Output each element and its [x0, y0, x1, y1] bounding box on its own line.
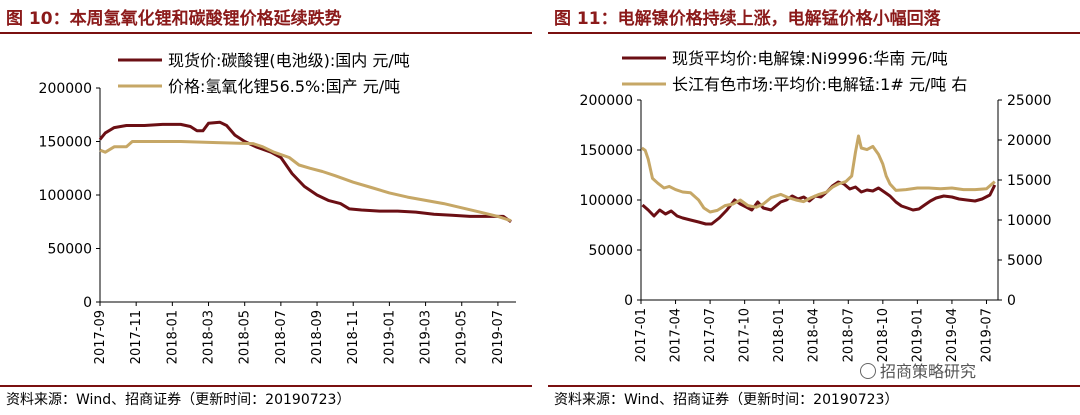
y-right-tick-label: 5000 [1007, 253, 1043, 269]
y-tick-label: 100000 [39, 188, 92, 204]
series-line-2 [99, 140, 512, 223]
title-divider [0, 32, 532, 34]
x-tick-label: 2019-01 [382, 310, 397, 364]
x-tick-label: 2018-11 [346, 310, 361, 364]
chart-title: 图 11：电解镍价格持续上涨，电解锰价格小幅回落 [554, 9, 941, 29]
x-tick-label: 2018-03 [202, 310, 217, 364]
x-tick-label: 2018-04 [807, 308, 822, 362]
source-divider [0, 385, 532, 387]
source-note: 资料来源：Wind、招商证券（更新时间：20190723） [554, 392, 899, 408]
y-right-tick-label: 10000 [1007, 213, 1052, 229]
legend-label: 现货平均价:电解镍:Ni9996:华南 元/吨 [672, 49, 948, 68]
title-divider [548, 32, 1080, 34]
y-right-tick-label: 20000 [1007, 133, 1052, 149]
watermark-text: 招商策略研究 [880, 362, 977, 381]
x-tick-label: 2019-07 [979, 308, 994, 362]
chart-title: 图 10：本周氢氧化锂和碳酸锂价格延续跌势 [6, 9, 342, 29]
x-tick-label: 2019-07 [491, 310, 506, 364]
x-tick-label: 2018-09 [310, 310, 325, 364]
x-tick-label: 2019-04 [945, 308, 960, 362]
x-tick-label: 2017-10 [738, 308, 753, 362]
x-tick-label: 2018-05 [238, 310, 253, 364]
y-right-tick-label: 0 [1007, 293, 1016, 309]
x-tick-label: 2018-10 [876, 308, 891, 362]
series-line-1 [98, 120, 512, 224]
x-tick-label: 2017-07 [703, 308, 718, 362]
legend-label: 价格:氢氧化锂56.5%:国产 元/吨 [168, 77, 400, 96]
x-tick-label: 2017-01 [634, 308, 649, 362]
series-line-1 [641, 180, 997, 226]
x-tick-label: 2018-07 [841, 308, 856, 362]
x-tick-label: 2017-09 [93, 310, 108, 364]
y-right-tick-label: 25000 [1007, 93, 1052, 109]
y-right-tick-label: 15000 [1007, 173, 1052, 189]
right-chart-panel: 图 11：电解镍价格持续上涨，电解锰价格小幅回落 200000 150000 100… [548, 0, 1080, 415]
source-divider [548, 385, 1080, 387]
x-tick-label: 2018-01 [772, 308, 787, 362]
watermark: 招商策略研究 [860, 358, 976, 382]
left-chart-panel: 图 10：本周氢氧化锂和碳酸锂价格延续跌势 200000 150000 100000… [0, 0, 532, 415]
x-tick-label: 2019-03 [419, 310, 434, 364]
source-note: 资料来源：Wind、招商证券（更新时间：20190723） [6, 392, 351, 408]
y-tick-label: 0 [624, 293, 633, 309]
y-tick-label: 200000 [580, 93, 633, 109]
series-line-2 [640, 134, 996, 214]
x-tick-label: 2019-01 [910, 308, 925, 362]
x-tick-label: 2019-05 [455, 310, 470, 364]
legend-label: 长江有色市场:平均价:电解锰:1# 元/吨 右 [672, 75, 967, 94]
wechat-icon [860, 363, 876, 379]
y-tick-label: 0 [83, 295, 92, 311]
x-tick-label: 2018-07 [274, 310, 289, 364]
y-tick-label: 50000 [588, 243, 633, 259]
legend-label: 现货价:碳酸锂(电池级):国内 元/吨 [168, 51, 410, 70]
x-tick-label: 2018-01 [165, 310, 180, 364]
y-tick-label: 150000 [39, 135, 92, 151]
nickel-manganese-price-chart: 2000001500001000005000002500020000150001… [580, 49, 1052, 362]
x-tick-label: 2017-11 [129, 310, 144, 364]
y-tick-label: 50000 [47, 242, 92, 258]
x-tick-label: 2017-04 [669, 308, 684, 362]
y-tick-label: 200000 [39, 81, 92, 97]
y-tick-label: 100000 [580, 193, 633, 209]
y-tick-label: 150000 [580, 143, 633, 159]
